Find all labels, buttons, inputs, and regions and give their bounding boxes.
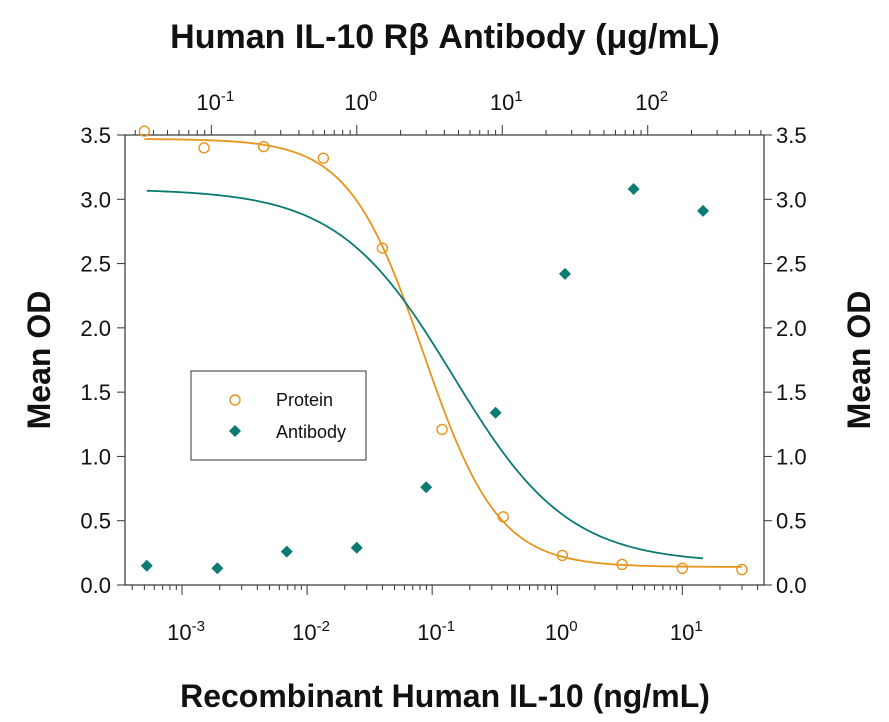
legend-marker-antibody [229, 425, 241, 437]
y-tick-label-left: 1.5 [80, 380, 111, 405]
antibody-point [140, 559, 153, 572]
protein-point [676, 562, 689, 574]
protein-point [556, 549, 569, 562]
x-top-tick-label: 10-1 [196, 88, 234, 115]
legend-box [190, 370, 367, 461]
protein-point [436, 423, 448, 436]
legend-marker-protein [229, 394, 241, 406]
x-bottom-tick-label: 10-3 [167, 618, 205, 645]
chart-title: Human IL-10 Rβ Antibody (μg/mL) [170, 18, 720, 56]
y-tick-label-left: 1.0 [80, 444, 111, 469]
y-tick-label-right: 1.0 [776, 444, 807, 469]
legend-label-antibody: Antibody [276, 422, 346, 442]
y-tick-label-left: 3.5 [80, 123, 111, 148]
y-tick-label-right: 2.0 [776, 316, 807, 341]
x-bottom-tick-label: 101 [670, 618, 703, 645]
y-axis-label-right: Mean OD [841, 291, 877, 430]
x-axis-label: Recombinant Human IL-10 (ng/mL) [180, 678, 710, 714]
y-tick-label-right: 2.5 [776, 252, 807, 277]
y-tick-label-left: 0.0 [80, 573, 111, 598]
antibody-point [489, 406, 502, 419]
protein-point [258, 140, 270, 153]
x-top-tick-label: 100 [344, 88, 377, 115]
y-tick-label-right: 0.0 [776, 573, 807, 598]
legend: Protein Antibody [190, 370, 367, 461]
x-top-tick-label: 102 [635, 88, 668, 115]
antibody-point [280, 545, 293, 558]
y-tick-label-right: 3.0 [776, 187, 807, 212]
y-tick-label-left: 3.0 [80, 187, 111, 212]
antibody-point [420, 481, 433, 494]
antibody-point [627, 183, 640, 195]
antibody-fit-curve [146, 189, 704, 560]
y-tick-label-left: 2.0 [80, 316, 111, 341]
x-top-tick-label: 101 [490, 88, 523, 115]
y-axis-label-left: Mean OD [21, 291, 57, 430]
antibody-point [350, 541, 363, 554]
y-tick-label-right: 3.5 [776, 123, 807, 148]
antibody-point [559, 267, 572, 280]
protein-point [736, 563, 748, 576]
fit-curves [144, 138, 742, 568]
x-bottom-tick-label: 10-2 [292, 618, 330, 645]
legend-label-protein: Protein [276, 390, 333, 410]
antibody-point [697, 204, 710, 217]
plot-frame [124, 134, 765, 586]
protein-fit-curve [144, 138, 742, 568]
data-points [138, 125, 748, 576]
protein-point [317, 152, 330, 164]
antibody-point [211, 562, 224, 575]
x-bottom-tick-label: 100 [545, 618, 578, 645]
protein-point [616, 558, 628, 571]
y-tick-label-right: 0.5 [776, 509, 807, 534]
protein-point [138, 125, 151, 137]
x-bottom-tick-label: 10-1 [417, 618, 455, 645]
y-tick-label-left: 0.5 [80, 509, 111, 534]
y-tick-label-right: 1.5 [776, 380, 807, 405]
axis-ticks: 0.0 0.0 0.5 0.5 1.0 1.0 1.5 1.5 2.0 2.0 2.5 2.5 3.0 3… [80, 88, 806, 645]
protein-point [497, 511, 509, 523]
protein-point [376, 242, 389, 254]
protein-point [198, 142, 210, 154]
y-tick-label-left: 2.5 [80, 252, 111, 277]
